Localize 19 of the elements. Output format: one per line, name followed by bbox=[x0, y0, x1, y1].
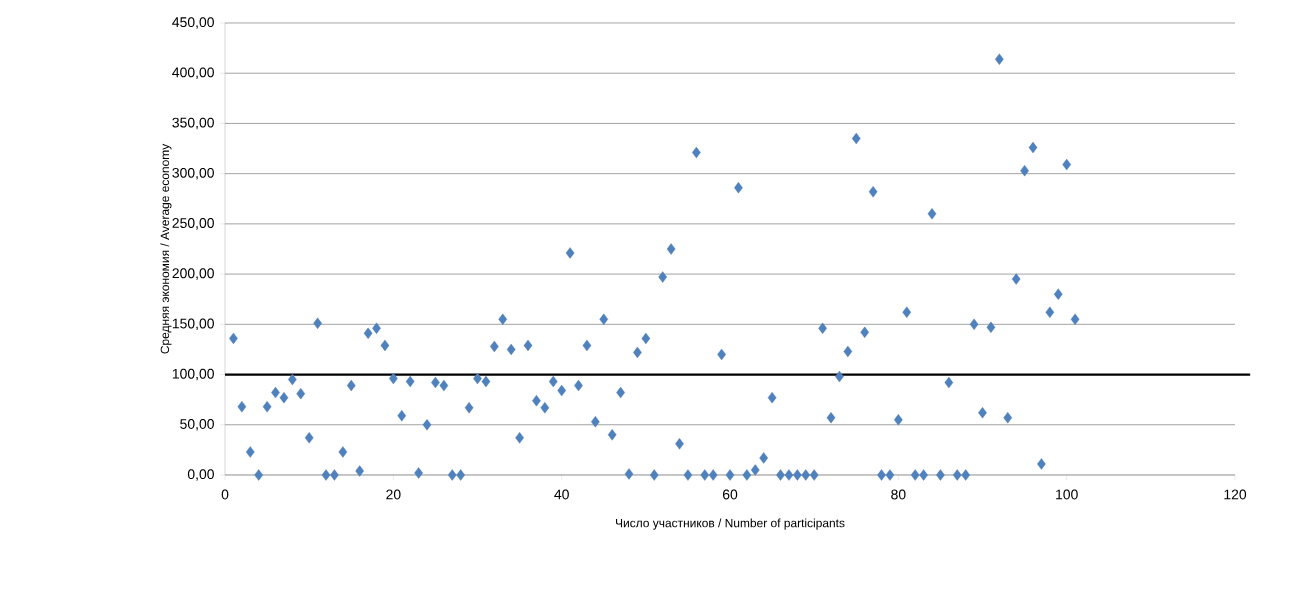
x-tick-label: 120 bbox=[1224, 489, 1247, 500]
x-tick-label: 60 bbox=[722, 489, 738, 500]
x-tick-label: 20 bbox=[386, 489, 401, 500]
x-tick-label: 0 bbox=[221, 489, 229, 500]
y-tick-label: 400,00 bbox=[172, 67, 214, 79]
x-axis-title: Число участников / Number of participants bbox=[616, 518, 845, 530]
y-tick-label: 100,00 bbox=[172, 368, 214, 381]
y-tick-label: 350,00 bbox=[172, 117, 214, 130]
x-tick-label: 80 bbox=[891, 489, 906, 500]
y-tick-label: 50,00 bbox=[180, 418, 214, 431]
y-axis-title: Средняя экономия / Average economy bbox=[160, 143, 172, 354]
y-tick-label: 300,00 bbox=[172, 167, 214, 180]
y-tick-label: 150,00 bbox=[172, 318, 214, 331]
x-tick-label: 40 bbox=[554, 489, 569, 500]
y-tick-label: 0,00 bbox=[187, 469, 214, 481]
y-tick-label: 250,00 bbox=[172, 218, 214, 230]
y-tick-label: 450,00 bbox=[172, 17, 214, 29]
y-tick-label: 200,00 bbox=[172, 268, 214, 280]
x-tick-label: 100 bbox=[1056, 489, 1078, 500]
